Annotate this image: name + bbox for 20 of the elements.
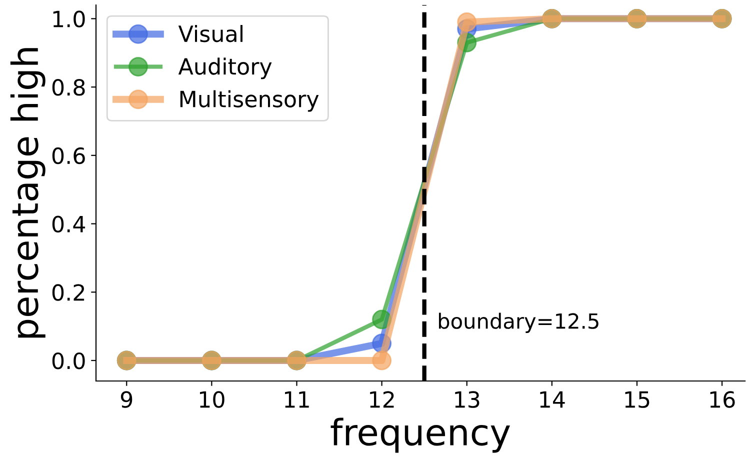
y-axis-title: percentage high	[10, 48, 46, 338]
y-tick-label: 0.2	[52, 284, 84, 301]
x-tick-label: 11	[285, 391, 309, 408]
x-tick-label: 13	[455, 391, 480, 408]
x-tick-label: 15	[625, 391, 650, 408]
x-tick-label: 10	[200, 391, 224, 408]
y-tick-label: 1.0	[53, 10, 85, 28]
y-tick-label: 0.8	[52, 78, 85, 96]
legend-label: Multisensory	[180, 90, 319, 112]
y-tick-label: 0.4	[52, 216, 86, 233]
legend-label: Auditory	[178, 58, 272, 80]
x-tick-label: 12	[370, 391, 394, 408]
y-tick-label: 0.0	[52, 352, 85, 370]
legend-label: Visual	[178, 25, 242, 42]
x-axis-title: frequency	[330, 418, 510, 453]
y-tick-label: 0.6	[52, 147, 85, 164]
x-tick-label: 9	[120, 391, 132, 408]
x-tick-label: 16	[710, 391, 735, 408]
ref-line-label: boundary=12.5	[438, 312, 598, 333]
x-tick-label: 14	[540, 391, 565, 408]
